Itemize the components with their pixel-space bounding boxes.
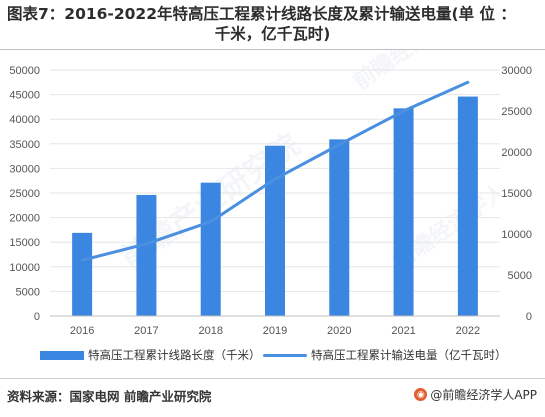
qianzhan-logo-icon: ◉ <box>414 388 428 401</box>
legend-item-bar: 特高压工程累计线路长度（千米） <box>40 347 261 363</box>
x-axis: 2016 2017 2018 2019 2020 2021 2022 <box>50 315 500 337</box>
y-right-tick-label: 5000 <box>508 270 532 282</box>
y-right-tick-label: 0 <box>526 311 532 323</box>
y-left-tick-label: 15000 <box>9 237 40 249</box>
title-divider <box>0 49 545 50</box>
bar <box>329 139 350 316</box>
x-tick-label: 2019 <box>263 325 287 337</box>
legend-swatch-line <box>263 353 307 357</box>
bar <box>457 96 478 317</box>
x-tick-label: 2022 <box>456 325 480 337</box>
y-left-tick-label: 45000 <box>9 90 40 102</box>
y-right-tick-label: 15000 <box>501 188 532 200</box>
y-left-tick-label: 30000 <box>9 163 40 175</box>
legend-label-bar: 特高压工程累计线路长度（千米） <box>88 350 261 362</box>
y-right-tick-label: 30000 <box>501 65 532 77</box>
line-series <box>80 80 470 262</box>
x-tick-label: 2018 <box>198 325 222 337</box>
y-left-tick-label: 35000 <box>9 139 40 151</box>
y-right-tick-label: 25000 <box>501 106 532 118</box>
x-tick-label: 2017 <box>134 325 158 337</box>
chart-title-line1: 图表7：2016-2022年特高压工程累计线路长度及累计输送电量(单 位 ： <box>7 5 516 23</box>
y-left-tick-label: 10000 <box>9 262 40 274</box>
legend-swatch-bar <box>40 350 84 360</box>
bar <box>265 145 285 316</box>
y-left-tick-label: 40000 <box>9 114 40 126</box>
bar <box>200 182 221 316</box>
brand-label: @前瞻经济学人APP <box>430 388 537 402</box>
x-tick-label: 2021 <box>391 325 415 337</box>
bar <box>136 194 157 316</box>
chart: 前瞻经济学人 前瞻产业研究院 前瞻经济学人 050001000015000200… <box>9 50 532 337</box>
x-tick-label: 2020 <box>327 325 351 337</box>
footer-divider <box>0 378 545 379</box>
brand-credit: ◉ @前瞻经济学人APP <box>414 386 537 403</box>
y-left-tick-label: 20000 <box>9 213 40 225</box>
legend-item-line: 特高压工程累计输送电量（亿千瓦时） <box>263 347 507 363</box>
y-left-tick-label: 5000 <box>16 286 40 298</box>
chart-title-line2: 千米，亿千瓦时) <box>214 25 331 43</box>
legend: 特高压工程累计线路长度（千米） 特高压工程累计输送电量（亿千瓦时） <box>0 347 545 365</box>
y-right-tick-label: 10000 <box>501 229 532 241</box>
legend-label-line: 特高压工程累计输送电量（亿千瓦时） <box>311 350 507 362</box>
y-axis-right: 0 5000 10000 15000 20000 25000 30000 <box>501 65 532 323</box>
line-path <box>80 80 470 262</box>
y-left-tick-label: 25000 <box>9 188 40 200</box>
source-note: 资料来源：国家电网 前瞻产业研究院 <box>7 389 212 404</box>
bar <box>393 108 414 316</box>
bar-series <box>72 96 478 317</box>
title-bar: 图表7：2016-2022年特高压工程累计线路长度及累计输送电量(单 位 ： 千… <box>0 0 545 50</box>
y-right-tick-label: 20000 <box>501 147 532 159</box>
y-left-tick-label: 0 <box>34 311 40 323</box>
x-tick-label: 2016 <box>70 325 94 337</box>
y-axis-left: 0 5000 10000 15000 20000 25000 30000 35000 40000… <box>9 65 40 323</box>
y-left-tick-label: 50000 <box>9 65 40 77</box>
bar <box>72 232 93 316</box>
